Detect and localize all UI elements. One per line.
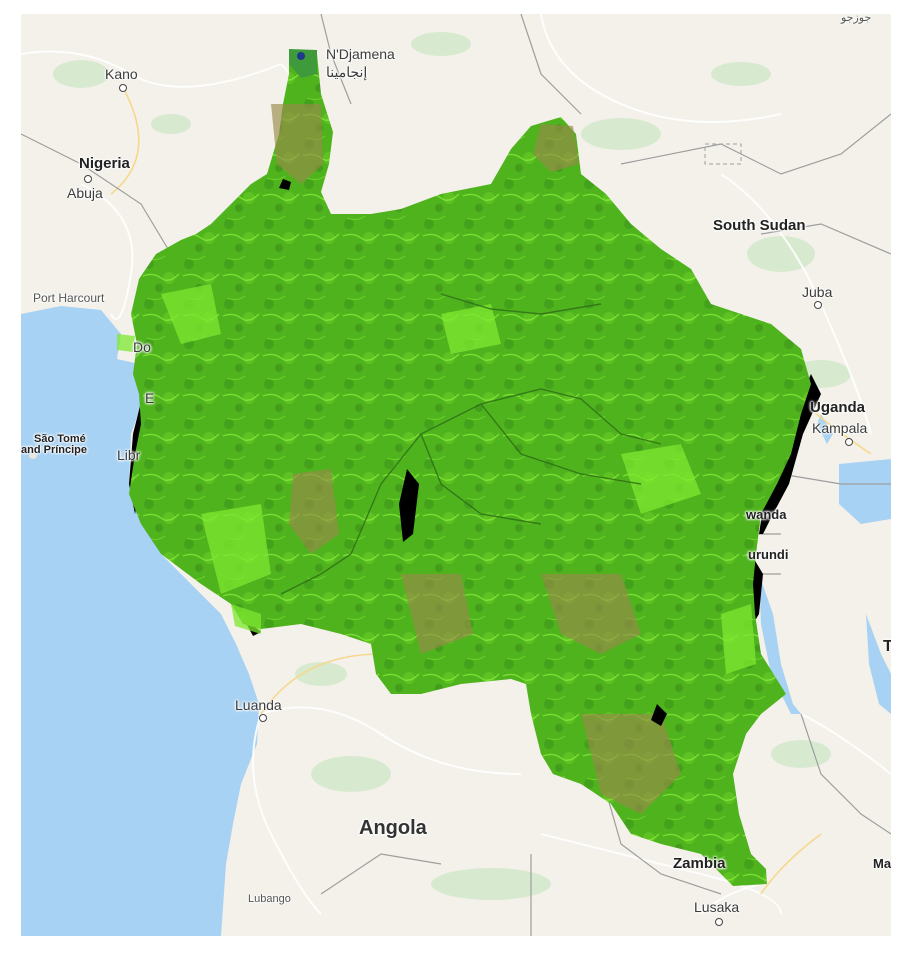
label-zambia: Zambia (673, 855, 726, 872)
label-ndjamena: N'Djamena (326, 46, 395, 62)
vegetation-overlay (129, 49, 811, 886)
map-view[interactable]: N'Djamena إنجامينا Kano Nigeria Abuja Po… (21, 14, 891, 936)
label-angola: Angola (359, 817, 427, 839)
city-dot-luanda (259, 714, 267, 722)
city-dot-kano (119, 84, 127, 92)
label-abuja: Abuja (67, 185, 103, 201)
city-dot-juba (814, 301, 822, 309)
lake-albert (817, 414, 833, 444)
label-eq-cut: E (145, 390, 155, 406)
label-douala-cut: Do (133, 339, 151, 355)
lake-chad-overlay (289, 49, 317, 78)
label-juba: Juba (802, 284, 833, 300)
map-canvas (21, 14, 891, 936)
city-dot-kampala (845, 438, 853, 446)
lake-victoria (839, 459, 891, 524)
label-lusaka: Lusaka (694, 899, 740, 915)
label-lubango: Lubango (248, 893, 291, 905)
label-sao-tome-1: São Tomé (34, 433, 86, 445)
label-uganda: Uganda (810, 399, 866, 416)
disputed-border (704, 143, 742, 165)
label-luanda: Luanda (235, 697, 282, 713)
label-port-harcourt: Port Harcourt (33, 291, 105, 305)
city-dot-abuja (84, 175, 92, 183)
atlantic-ocean (21, 306, 259, 936)
label-sao-tome-2: and Príncipe (21, 444, 88, 456)
label-top-right-cut: جوزجو (841, 14, 872, 24)
label-nigeria: Nigeria (79, 155, 130, 172)
lake-mai-ndombe (399, 469, 419, 542)
lake-malawi (866, 614, 891, 714)
lake-tanganyika (759, 574, 801, 714)
label-kampala: Kampala (812, 420, 868, 436)
label-kano: Kano (105, 66, 138, 82)
overlay-bright (117, 284, 756, 674)
label-burundi-cut: urundi (748, 547, 789, 562)
city-dot-lusaka (715, 918, 723, 926)
label-libreville-cut: Libr (117, 447, 141, 463)
label-ma-cut: Ma (873, 856, 891, 871)
borders (21, 14, 891, 936)
overlay-rivers (280, 293, 662, 595)
roads (21, 14, 891, 915)
overlay-degraded (271, 104, 681, 814)
label-ndjamena-ar: إنجامينا (326, 64, 368, 80)
label-t-cut: T (883, 638, 891, 655)
label-rwanda-cut: wanda (746, 507, 787, 522)
label-south-sudan: South Sudan (713, 217, 806, 234)
